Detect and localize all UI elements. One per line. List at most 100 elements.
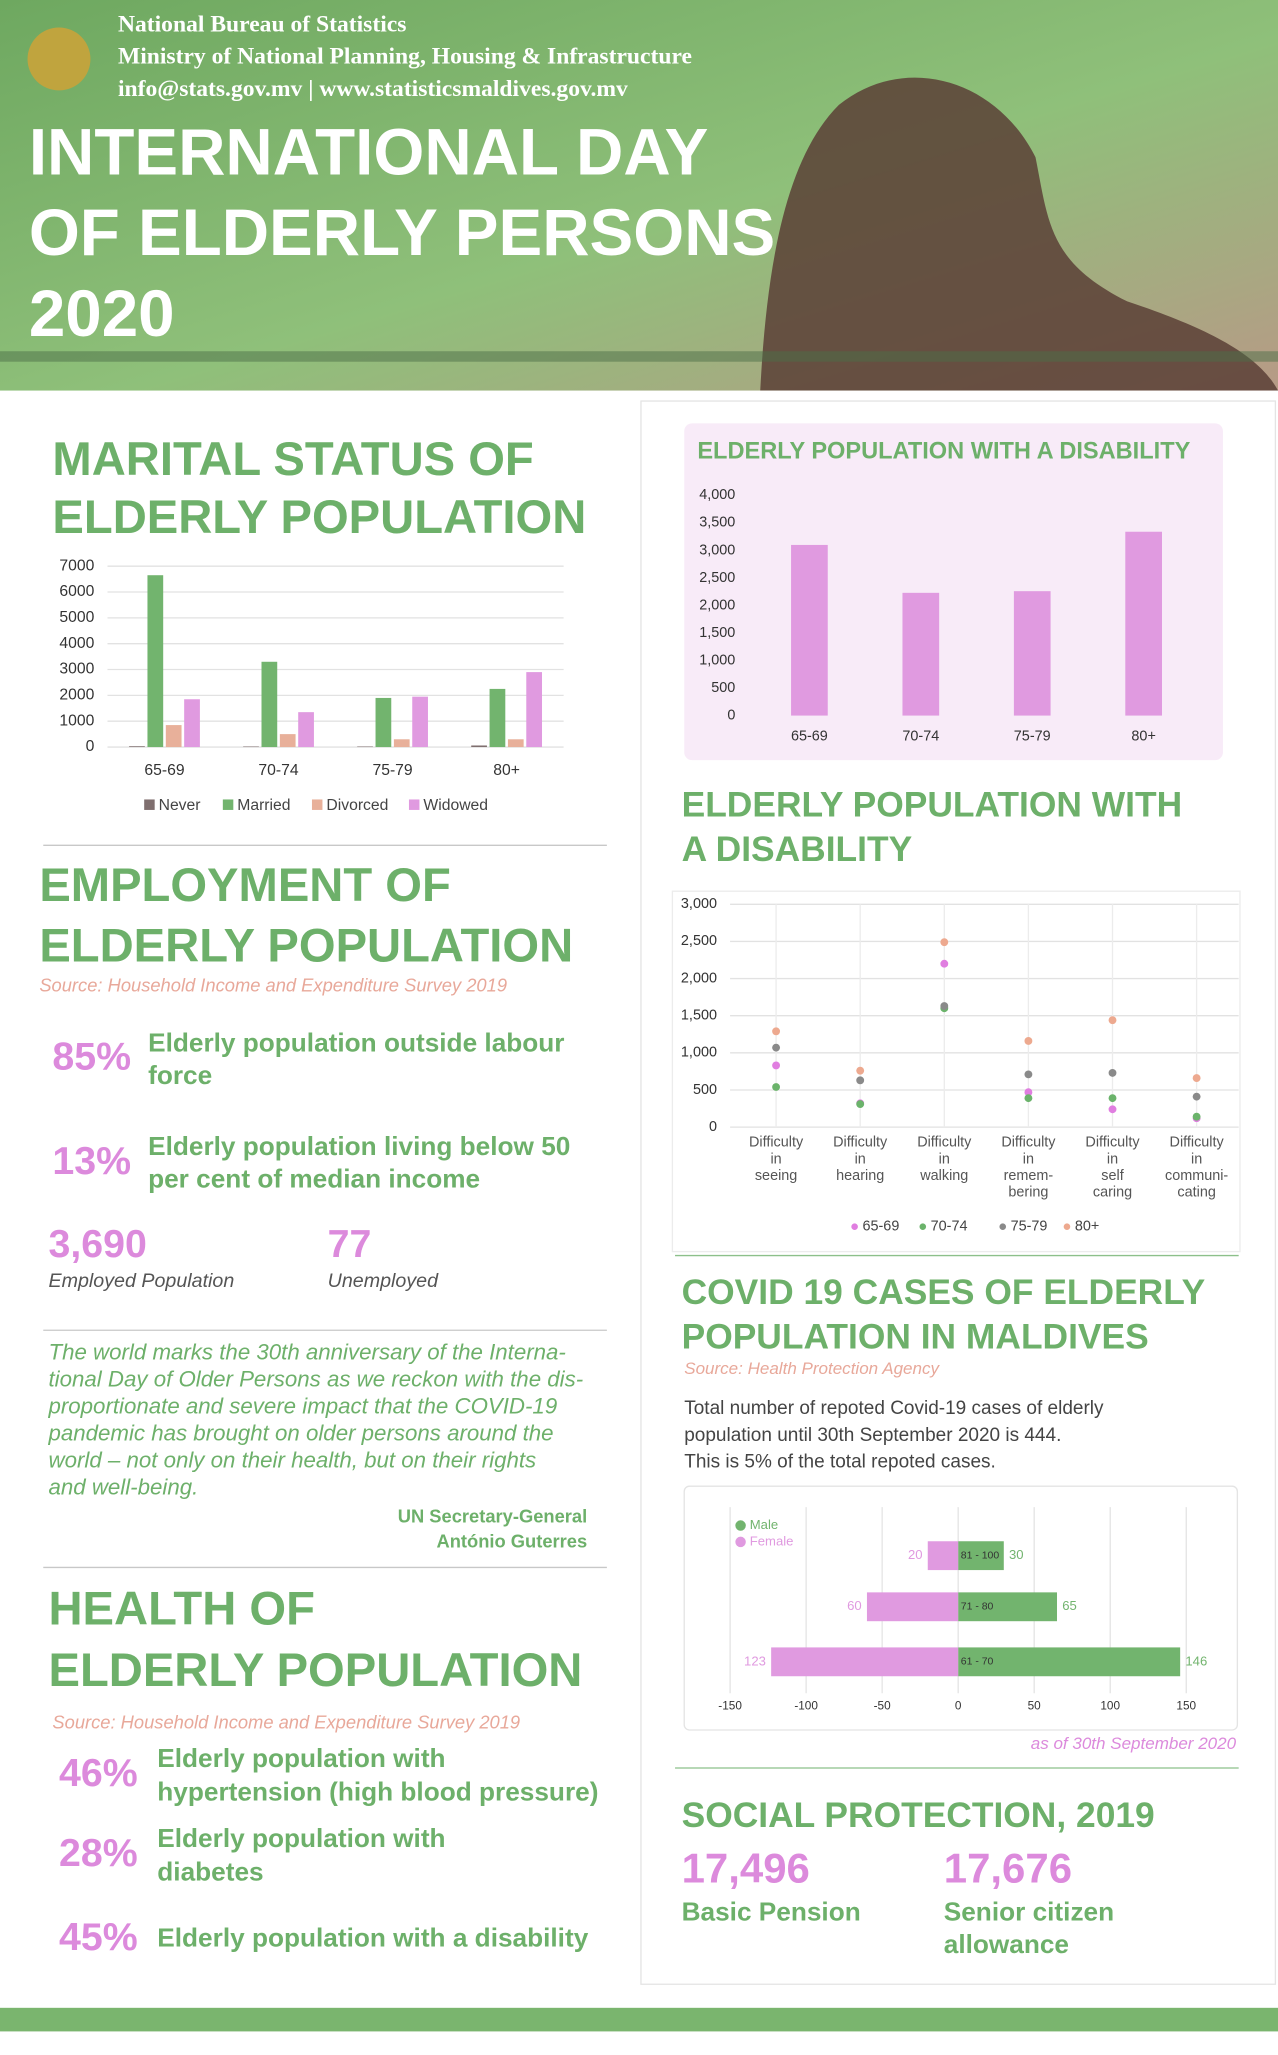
bar — [771, 1647, 959, 1677]
x-tick-label: seeing — [755, 1168, 797, 1184]
legend-swatch — [851, 1223, 858, 1230]
stat-value: 46% — [59, 1751, 138, 1795]
y-tick-label: 2,500 — [699, 570, 735, 586]
org-line: info@stats.gov.mv | www.statisticsmaldiv… — [118, 76, 628, 102]
x-tick-label: Difficulty — [833, 1135, 888, 1151]
bar — [791, 544, 828, 716]
right-panel — [640, 400, 1277, 1985]
stat-value: 28% — [59, 1831, 138, 1875]
bar — [489, 688, 506, 748]
section-title: ELDERLY POPULATION — [48, 1643, 582, 1696]
y-tick-label: 5000 — [59, 609, 94, 626]
bar — [261, 661, 278, 748]
description: This is 5% of the total repoted cases. — [684, 1452, 996, 1473]
stat-label: Elderly population outside labour — [148, 1027, 564, 1057]
dot — [772, 1043, 781, 1052]
quote-line: proportionate and severe impact that the… — [47, 1394, 557, 1419]
stat-label: Senior citizen — [944, 1896, 1114, 1926]
bar — [129, 746, 145, 748]
y-tick-label: 2000 — [59, 687, 94, 704]
legend-swatch — [999, 1223, 1007, 1230]
stat-value: 85% — [52, 1034, 131, 1078]
source: Source: Household Income and Expenditure… — [52, 1711, 520, 1732]
legend-swatch — [735, 1520, 746, 1531]
category-label: 71 - 80 — [961, 1602, 994, 1613]
description: population until 30th September 2020 is … — [684, 1425, 1061, 1446]
bar — [412, 696, 428, 748]
x-tick-label: 65-69 — [144, 762, 184, 779]
legend-label: 75-79 — [1011, 1219, 1048, 1235]
x-tick-label: walking — [919, 1168, 968, 1184]
bar — [393, 739, 410, 748]
dot — [1192, 1112, 1201, 1121]
bar — [507, 739, 524, 748]
dot — [1108, 1094, 1117, 1103]
legend-swatch — [408, 799, 420, 810]
data-label: 65 — [1062, 1598, 1077, 1613]
y-tick-label: 6000 — [59, 583, 94, 600]
x-tick-label: Difficulty — [1085, 1135, 1140, 1151]
x-tick-label: caring — [1093, 1185, 1132, 1201]
x-tick-label: Difficulty — [1001, 1135, 1056, 1151]
legend-label: Married — [237, 797, 290, 814]
x-tick-label: in — [770, 1151, 781, 1167]
count-value: 77 — [328, 1222, 372, 1266]
dot — [772, 1027, 781, 1036]
legend-swatch — [311, 799, 323, 810]
count-label: Employed Population — [48, 1270, 234, 1292]
dot — [1192, 1092, 1201, 1101]
data-label: 20 — [908, 1547, 923, 1562]
stat-value: 13% — [52, 1139, 131, 1183]
y-tick-label: 3,000 — [681, 896, 717, 912]
x-tick-label: -150 — [718, 1699, 742, 1712]
y-tick-label: 3000 — [59, 661, 94, 678]
legend-swatch — [222, 799, 234, 810]
bar — [866, 1592, 959, 1622]
dot — [856, 1100, 865, 1109]
y-tick-label: 4000 — [59, 635, 94, 652]
x-tick-label: -100 — [794, 1699, 818, 1712]
legend-swatch — [735, 1536, 746, 1548]
dot — [772, 1061, 781, 1070]
description: Total number of repoted Covid-19 cases o… — [684, 1398, 1104, 1419]
stat-label: Elderly population with a disability — [157, 1923, 588, 1953]
source: Source: Health Protection Agency — [684, 1359, 940, 1378]
bar — [927, 1541, 959, 1571]
y-tick-label: 1,000 — [681, 1045, 717, 1061]
bar — [184, 699, 200, 748]
legend-label: Never — [159, 797, 201, 814]
x-tick-label: Difficulty — [749, 1135, 804, 1151]
disability-dot-panel — [671, 890, 1241, 1253]
y-tick-label: 2,500 — [681, 933, 717, 949]
bar — [243, 746, 259, 748]
x-tick-label: -50 — [874, 1699, 891, 1712]
stat-label: Elderly population with — [157, 1823, 445, 1853]
stat-value: 17,676 — [944, 1845, 1072, 1892]
logo — [27, 27, 91, 91]
x-tick-label: 70-74 — [902, 728, 939, 744]
x-tick-label: bering — [1008, 1185, 1048, 1201]
dot — [1024, 1094, 1033, 1103]
bar — [902, 592, 940, 716]
x-tick-label: 100 — [1100, 1699, 1120, 1712]
stat-label: allowance — [944, 1929, 1069, 1959]
legend-swatch — [1063, 1223, 1071, 1230]
covid-panel — [683, 1485, 1239, 1731]
y-tick-label: 0 — [709, 1119, 717, 1135]
stat-label: diabetes — [157, 1856, 263, 1886]
data-label: 30 — [1009, 1547, 1024, 1562]
y-tick-label: 1,500 — [699, 625, 735, 641]
y-tick-label: 3,000 — [699, 542, 735, 558]
y-tick-label: 1,000 — [699, 652, 735, 668]
stat-value: 17,496 — [682, 1845, 810, 1892]
legend-label: Female — [750, 1533, 794, 1548]
stat-label: force — [148, 1060, 212, 1090]
x-tick-label: 75-79 — [1014, 728, 1051, 744]
dot — [1108, 1105, 1117, 1114]
x-tick-label: 50 — [1028, 1699, 1042, 1712]
section-title: ELDERLY POPULATION — [52, 490, 586, 543]
y-tick-label: 1,500 — [681, 1008, 717, 1024]
stat-label: per cent of median income — [148, 1164, 480, 1194]
legend-label: Male — [750, 1517, 778, 1532]
